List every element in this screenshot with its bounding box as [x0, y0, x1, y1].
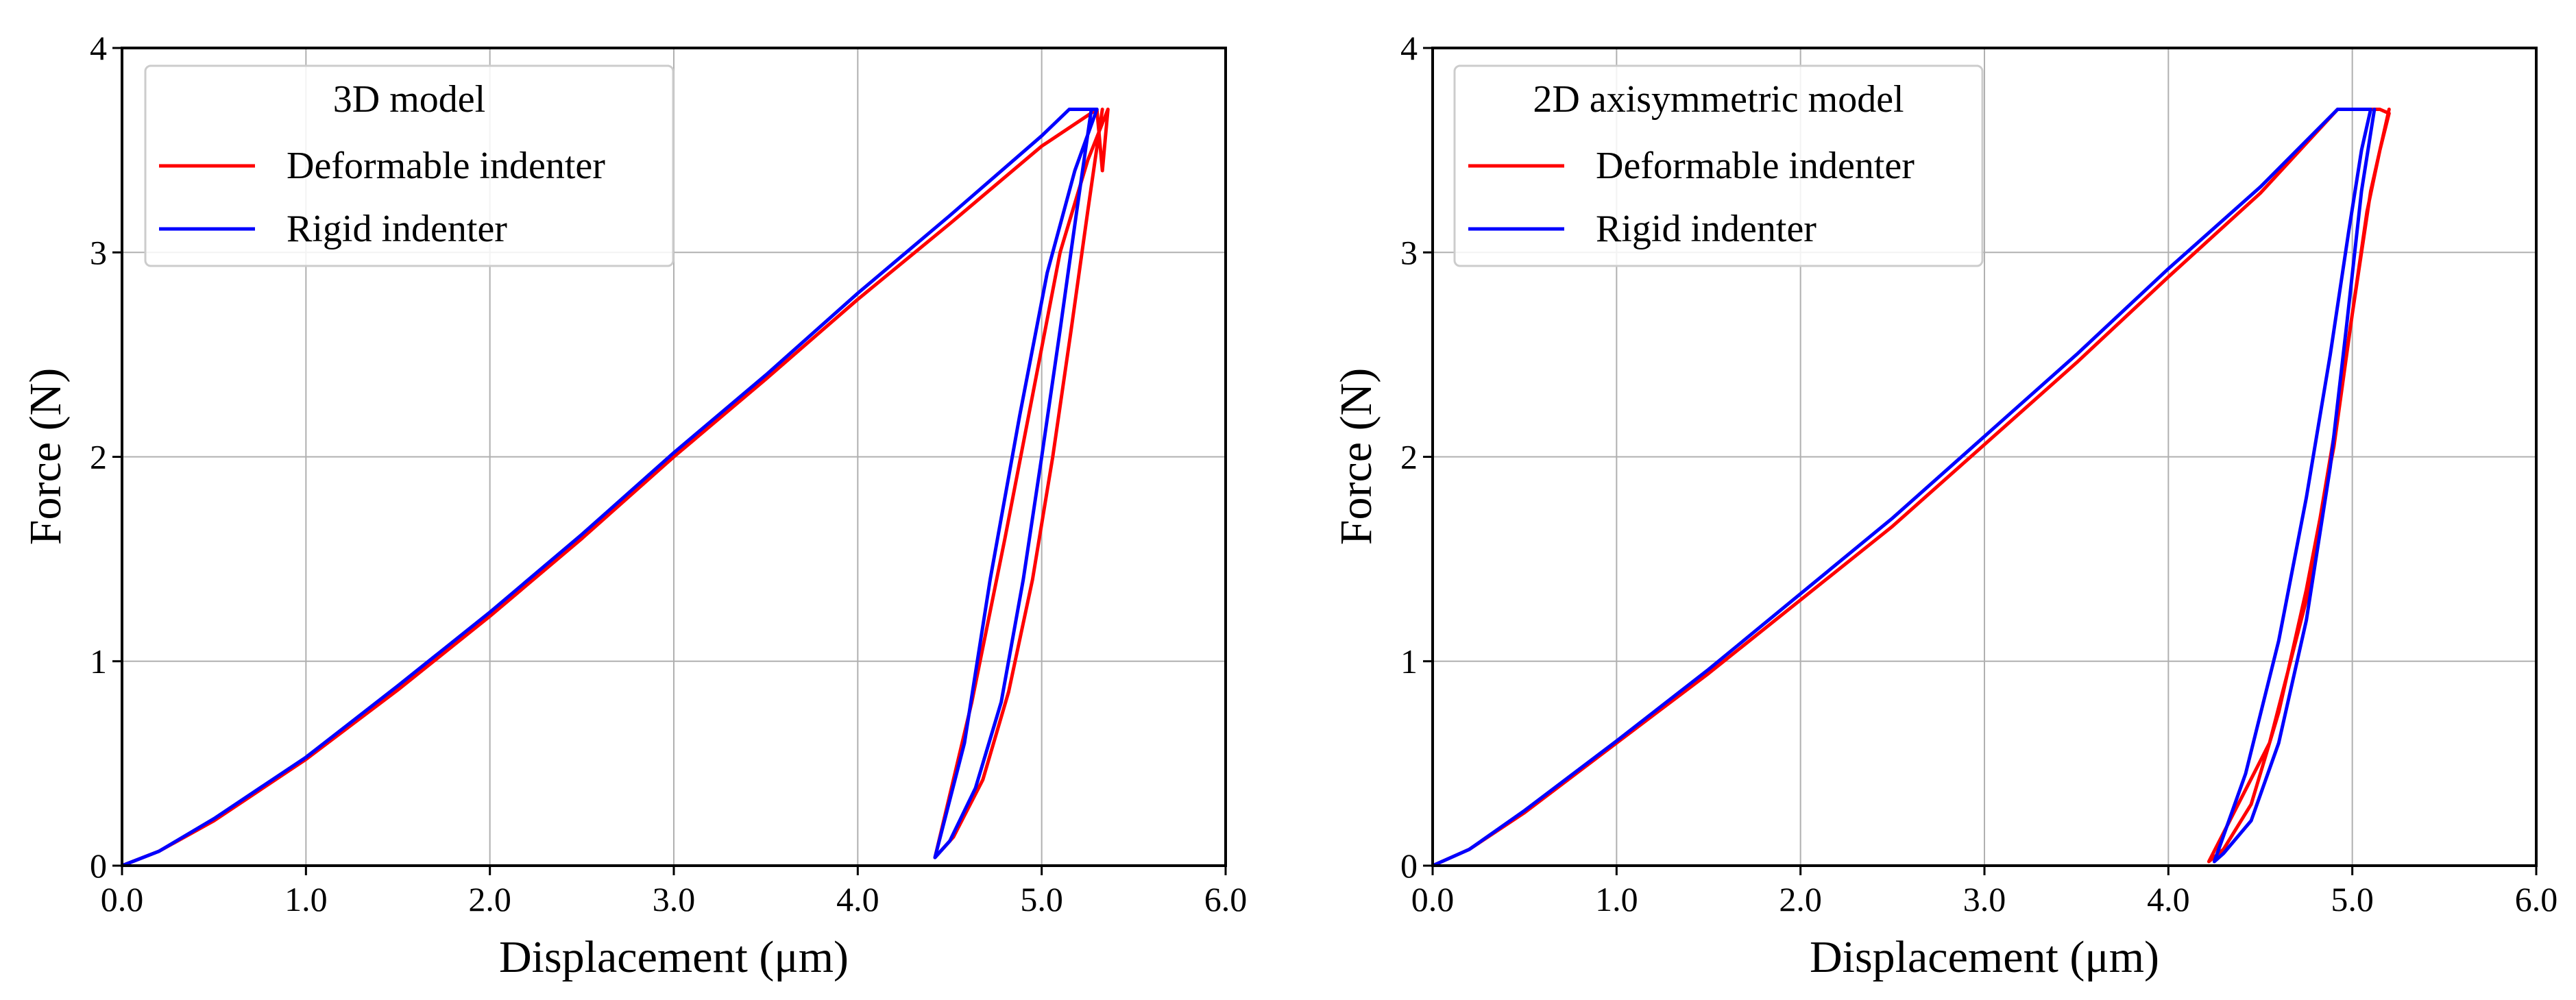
y-axis-label-1: Force (N) — [21, 368, 71, 545]
legend-2: 2D axisymmetric model Deformable indente… — [1453, 64, 1984, 267]
x-tick-label: 4.0 — [836, 880, 879, 918]
legend-box-1 — [144, 64, 675, 267]
x-tick-label: 3.0 — [653, 880, 696, 918]
x-tick-label: 5.0 — [2331, 880, 2374, 918]
y-tick-label: 1 — [1400, 642, 1418, 681]
y-tick-label: 3 — [1400, 233, 1418, 271]
x-tick-label: 1.0 — [284, 880, 328, 918]
legend-1: 3D model Deformable indenter Rigid inden… — [144, 64, 675, 267]
x-tick-label: 2.0 — [468, 880, 511, 918]
y-tick-label: 3 — [90, 233, 107, 271]
series-group-1 — [120, 108, 1110, 868]
legend-label-deformable-1: Deformable indenter — [287, 145, 605, 187]
legend-title-2: 2D axisymmetric model — [1533, 78, 1904, 121]
series-line-deformable-indenter — [120, 108, 1110, 868]
x-tick-label: 3.0 — [1963, 880, 2006, 918]
x-tick-label: 6.0 — [2515, 880, 2558, 918]
x-tick-label: 5.0 — [1020, 880, 1063, 918]
y-tick-label: 0 — [1400, 846, 1418, 885]
y-tick-label: 4 — [90, 29, 107, 67]
y-tick-label: 2 — [1400, 438, 1418, 476]
x-axis-label-2: Displacement (μm) — [1810, 932, 2159, 982]
y-tick-label: 1 — [90, 642, 107, 681]
legend-label-rigid-2: Rigid indenter — [1596, 208, 1816, 250]
x-tick-label: 2.0 — [1779, 880, 1822, 918]
legend-label-rigid-1: Rigid indenter — [287, 208, 507, 250]
series-line-rigid-indenter — [1431, 108, 2377, 868]
series-line-deformable-indenter — [1431, 108, 2391, 868]
panel-2d-axisymmetric-model: 0.0 1.0 2.0 3.0 4.0 5.0 6.0 0 1 2 3 4 Force (N) Dis… — [1331, 29, 2557, 982]
series-group-2 — [1431, 108, 2391, 868]
ticks-2: 0.0 1.0 2.0 3.0 4.0 5.0 6.0 0 1 2 3 4 — [1400, 29, 2557, 918]
x-tick-label: 1.0 — [1595, 880, 1638, 918]
y-tick-label: 0 — [90, 846, 107, 885]
ticks-1: 0.0 1.0 2.0 3.0 4.0 5.0 6.0 0 1 2 3 4 — [90, 29, 1247, 918]
series-line-rigid-indenter — [120, 108, 1099, 868]
y-axis-label-2: Force (N) — [1331, 368, 1381, 545]
x-axis-label-1: Displacement (μm) — [499, 932, 849, 982]
y-tick-label: 2 — [90, 438, 107, 476]
legend-title-1: 3D model — [333, 78, 485, 121]
x-tick-label: 0.0 — [1411, 880, 1455, 918]
x-tick-label: 0.0 — [101, 880, 144, 918]
panel-3d-model: 0.0 1.0 2.0 3.0 4.0 5.0 6.0 0 1 2 3 4 Force (N) Dis… — [21, 29, 1247, 982]
legend-label-deformable-2: Deformable indenter — [1596, 145, 1915, 187]
legend-box-2 — [1453, 64, 1984, 267]
y-tick-label: 4 — [1400, 29, 1418, 67]
x-tick-label: 6.0 — [1204, 880, 1248, 918]
x-tick-label: 4.0 — [2147, 880, 2190, 918]
